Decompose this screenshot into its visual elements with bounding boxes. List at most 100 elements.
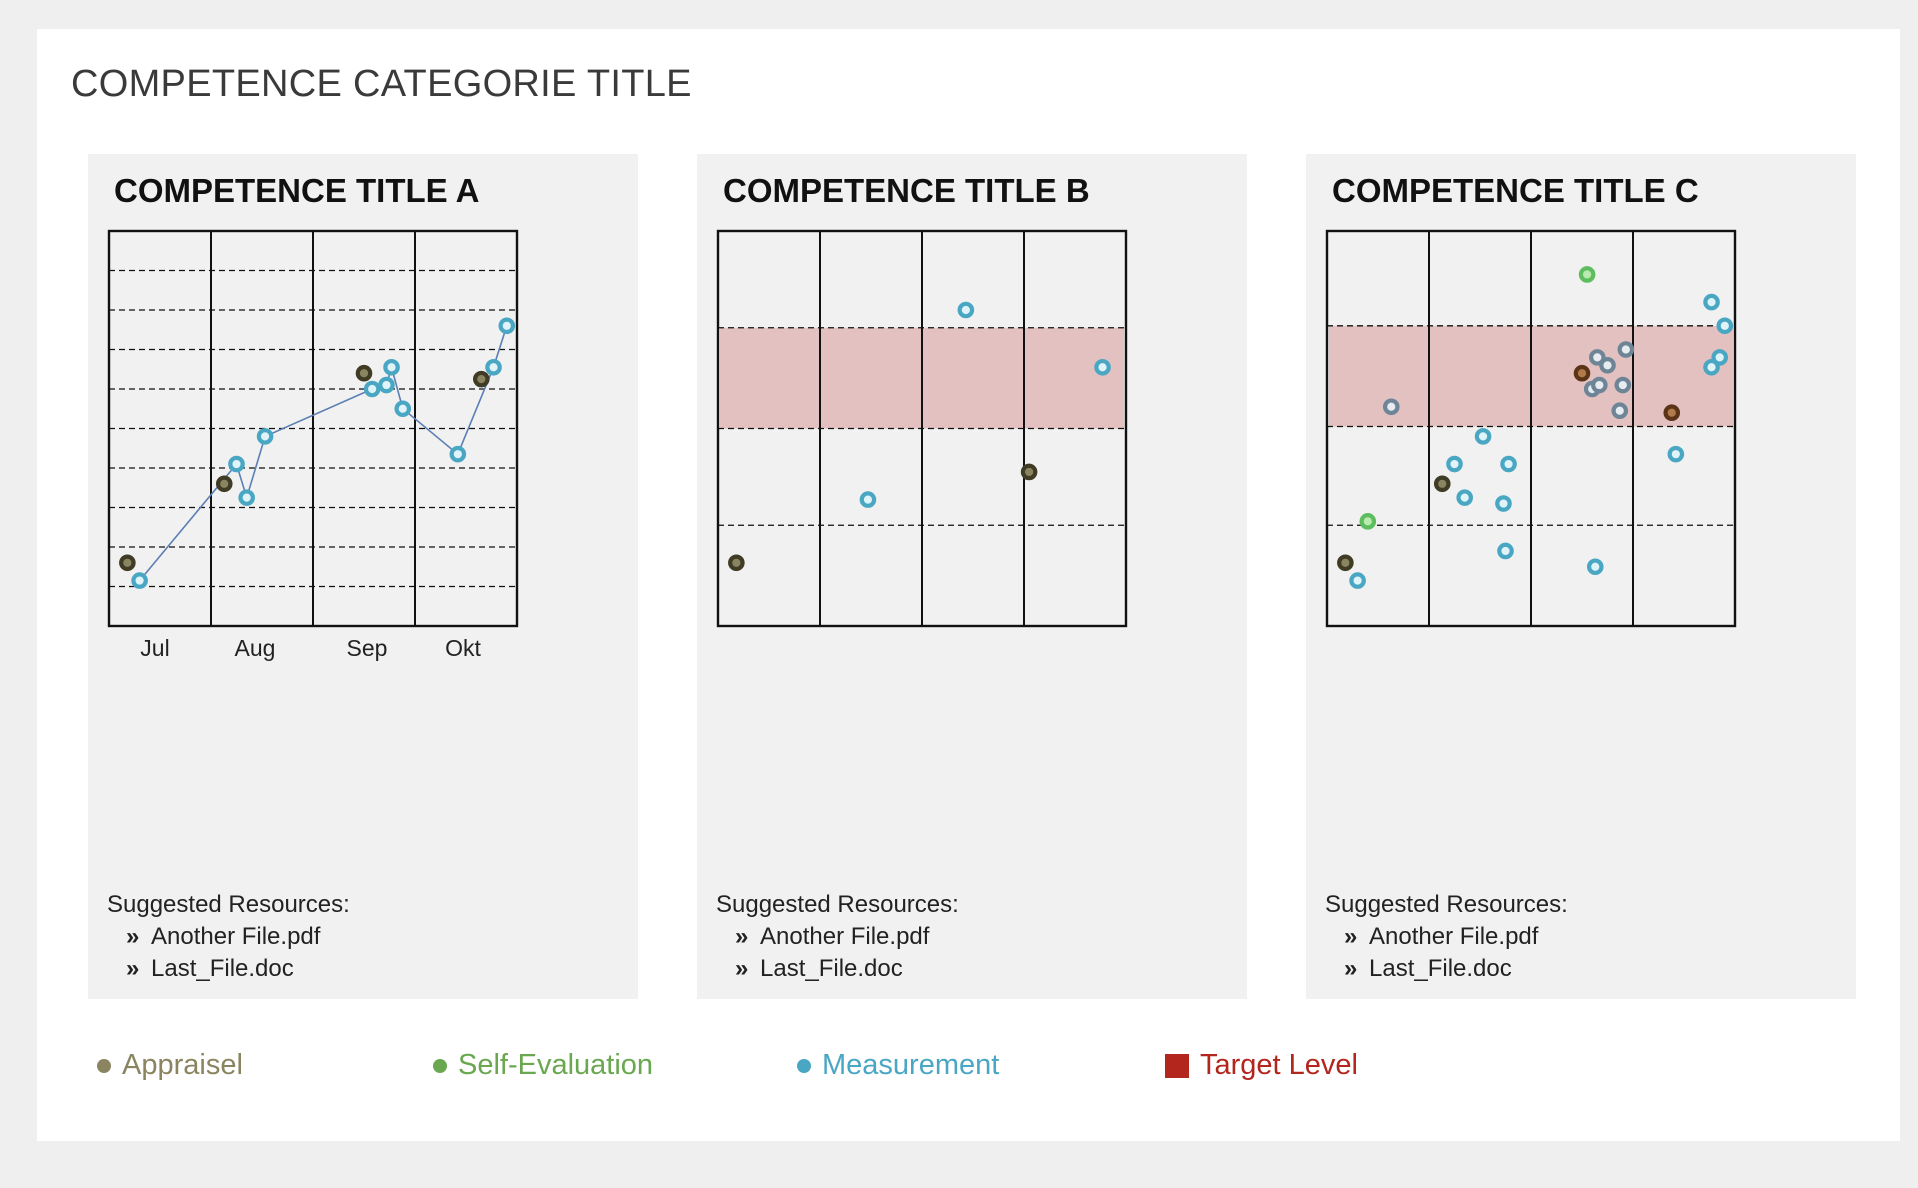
legend-label: Self-Evaluation bbox=[458, 1049, 654, 1081]
data-point-measurement bbox=[1500, 455, 1517, 473]
x-tick-label: Okt bbox=[445, 635, 481, 661]
data-point-measurement bbox=[1094, 358, 1111, 376]
data-point-measurement bbox=[363, 380, 381, 398]
competence-panel-a: COMPETENCE TITLE A Jul Aug Sep Okt Suggeste… bbox=[88, 154, 638, 999]
double-chevron-icon: » bbox=[735, 923, 749, 950]
resources-label: Suggested Resources: bbox=[1325, 891, 1568, 918]
x-tick-label: Sep bbox=[347, 635, 388, 661]
resource-link[interactable]: » Last_File.doc bbox=[107, 953, 350, 985]
competence-chart-b bbox=[716, 229, 1128, 628]
data-point-appraisal-dark bbox=[728, 554, 745, 572]
chart-legend: Appraisel Self-Evaluation Measurement Ta… bbox=[97, 1049, 1597, 1099]
competence-panel-c: COMPETENCE TITLE C Suggested Resources: … bbox=[1306, 154, 1856, 999]
data-point-appraisal-brown bbox=[1663, 404, 1681, 422]
double-chevron-icon: » bbox=[126, 923, 140, 950]
resource-name: Another File.pdf bbox=[1369, 923, 1539, 950]
panel-title: COMPETENCE TITLE B bbox=[723, 172, 1090, 209]
competence-panel-b: COMPETENCE TITLE B Suggested Resources: … bbox=[697, 154, 1247, 999]
data-point-measurement-gray bbox=[1382, 398, 1400, 416]
resource-name: Another File.pdf bbox=[760, 923, 930, 950]
plot-frame bbox=[716, 229, 1128, 628]
legend-appraisal: Appraisel bbox=[97, 1049, 243, 1082]
data-point-measurement bbox=[1446, 455, 1463, 473]
data-point-appraisal-brown bbox=[1573, 364, 1591, 382]
legend-label: Measurement bbox=[822, 1049, 1000, 1081]
legend-label: Target Level bbox=[1200, 1049, 1358, 1081]
resource-name: Last_File.doc bbox=[151, 955, 294, 982]
dashboard-sheet: COMPETENCE CATEGORIE TITLE COMPETENCE TI… bbox=[37, 29, 1900, 1141]
resource-name: Another File.pdf bbox=[151, 923, 321, 950]
resource-name: Last_File.doc bbox=[760, 955, 903, 982]
appraisal-dot-icon bbox=[97, 1058, 111, 1073]
data-point-measurement bbox=[394, 400, 412, 418]
suggested-resources: Suggested Resources: » Another File.pdf »… bbox=[107, 889, 350, 985]
data-point-appraisal-dark bbox=[215, 475, 233, 493]
data-point-measurement bbox=[1495, 495, 1512, 512]
data-point-measurement bbox=[1716, 317, 1734, 335]
resources-label: Suggested Resources: bbox=[716, 891, 959, 918]
data-point-measurement bbox=[1474, 428, 1492, 445]
resource-link[interactable]: » Another File.pdf bbox=[107, 921, 350, 953]
target-square-icon bbox=[1165, 1053, 1189, 1078]
resource-link[interactable]: » Last_File.doc bbox=[1325, 953, 1568, 985]
data-point-measurement bbox=[131, 572, 148, 589]
data-point-measurement bbox=[1711, 349, 1728, 366]
data-point-self-eval-bright bbox=[1578, 266, 1596, 283]
data-point-measurement bbox=[1456, 489, 1473, 506]
plot-frame bbox=[107, 229, 519, 628]
page-title: COMPETENCE CATEGORIE TITLE bbox=[71, 63, 692, 105]
measurement-dot-icon bbox=[797, 1058, 811, 1073]
resource-link[interactable]: » Another File.pdf bbox=[1325, 921, 1568, 953]
data-point-measurement-gray bbox=[1591, 376, 1608, 394]
data-point-measurement bbox=[1349, 572, 1366, 589]
double-chevron-icon: » bbox=[1344, 955, 1358, 982]
legend-target-level: Target Level bbox=[1165, 1049, 1358, 1082]
data-point-measurement bbox=[498, 317, 516, 335]
legend-label: Appraisel bbox=[122, 1049, 243, 1081]
data-point-measurement bbox=[859, 491, 877, 508]
resources-label: Suggested Resources: bbox=[107, 891, 350, 918]
data-point-measurement bbox=[383, 358, 400, 376]
resource-link[interactable]: » Another File.pdf bbox=[716, 921, 959, 953]
suggested-resources: Suggested Resources: » Another File.pdf »… bbox=[1325, 889, 1568, 985]
data-point-measurement-gray bbox=[1614, 376, 1632, 394]
double-chevron-icon: » bbox=[126, 955, 140, 982]
data-point-measurement-gray bbox=[1617, 341, 1635, 358]
data-point-measurement-gray bbox=[1611, 402, 1629, 420]
data-point-appraisal-dark bbox=[472, 370, 490, 388]
panel-title: COMPETENCE TITLE C bbox=[1332, 172, 1699, 209]
data-point-measurement bbox=[1497, 542, 1514, 560]
data-point-appraisal-dark bbox=[119, 554, 136, 572]
legend-measurement: Measurement bbox=[797, 1049, 999, 1082]
data-point-measurement bbox=[1586, 558, 1604, 576]
data-point-measurement-gray bbox=[1588, 349, 1606, 366]
double-chevron-icon: » bbox=[1344, 923, 1358, 950]
resource-name: Last_File.doc bbox=[1369, 955, 1512, 982]
data-point-appraisal-dark bbox=[355, 364, 373, 382]
competence-chart-c bbox=[1325, 229, 1737, 628]
data-point-self-eval-bright bbox=[1359, 513, 1377, 530]
plot-frame bbox=[1325, 229, 1737, 628]
data-point-measurement bbox=[485, 358, 502, 376]
double-chevron-icon: » bbox=[735, 955, 749, 982]
data-point-measurement bbox=[256, 428, 274, 445]
data-point-measurement bbox=[238, 489, 255, 506]
data-point-appraisal-dark bbox=[1433, 475, 1451, 493]
data-point-measurement bbox=[1667, 445, 1685, 463]
competence-chart-a: Jul Aug Sep Okt bbox=[107, 229, 519, 661]
data-point-measurement bbox=[228, 455, 245, 473]
self-evaluation-dot-icon bbox=[433, 1058, 447, 1073]
data-point-measurement bbox=[957, 301, 975, 319]
data-point-measurement bbox=[1703, 358, 1720, 376]
data-point-measurement bbox=[378, 376, 395, 394]
data-point-appraisal-dark bbox=[1337, 554, 1354, 572]
panel-title: COMPETENCE TITLE A bbox=[114, 172, 480, 209]
data-point-measurement bbox=[1703, 293, 1720, 311]
data-point-measurement-gray bbox=[1599, 357, 1616, 374]
resource-link[interactable]: » Last_File.doc bbox=[716, 953, 959, 985]
data-point-measurement bbox=[449, 445, 467, 463]
x-tick-label: Jul bbox=[140, 635, 169, 661]
legend-self-evaluation: Self-Evaluation bbox=[433, 1049, 653, 1082]
data-point-appraisal-dark bbox=[1020, 463, 1038, 481]
suggested-resources: Suggested Resources: » Another File.pdf »… bbox=[716, 889, 959, 985]
